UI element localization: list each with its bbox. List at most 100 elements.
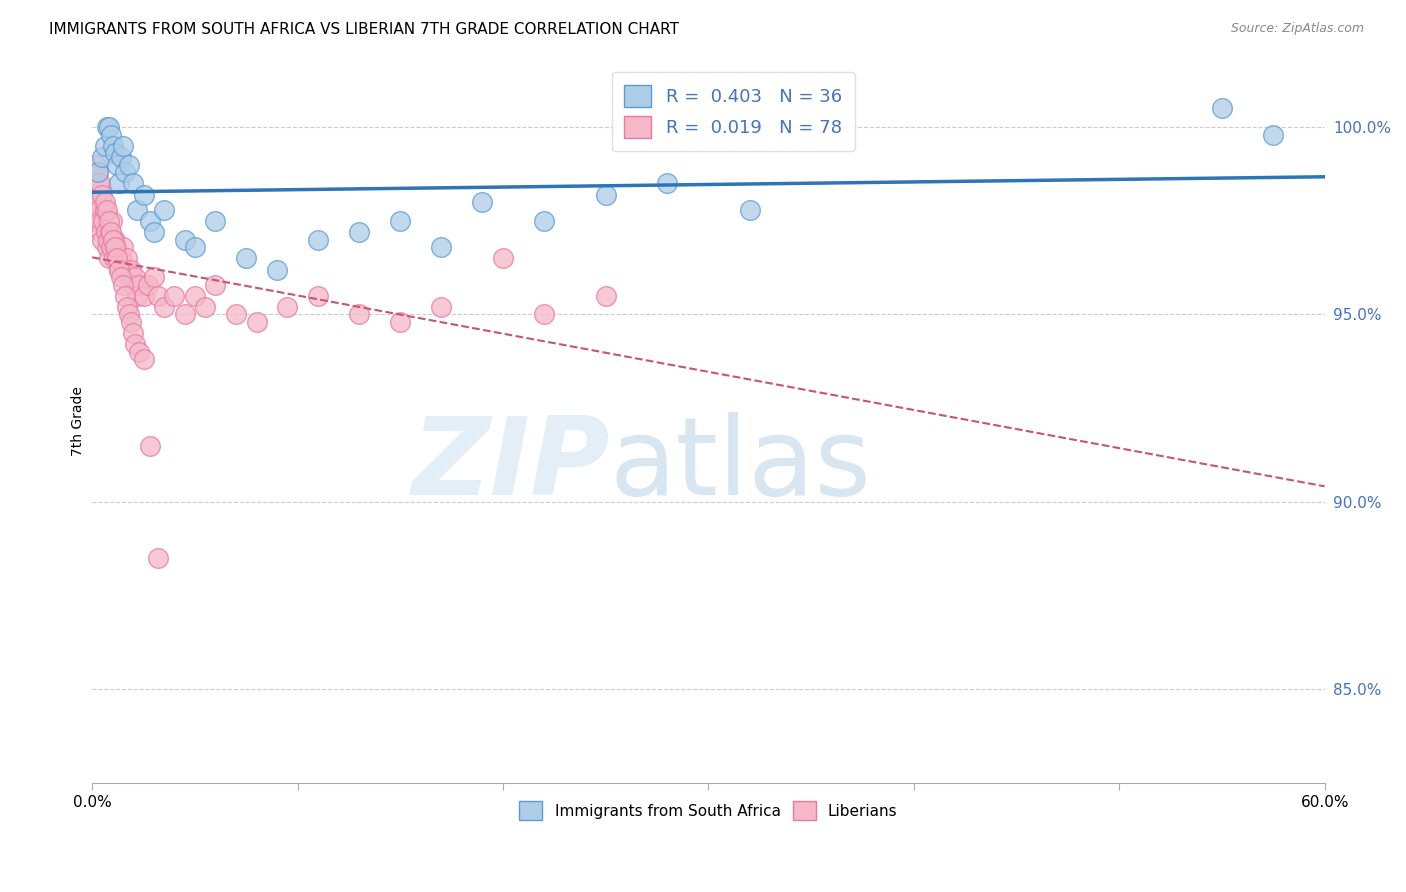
Point xyxy=(136,277,159,292)
Point xyxy=(595,187,617,202)
Point xyxy=(96,240,118,254)
Point xyxy=(146,551,169,566)
Point xyxy=(173,233,195,247)
Point xyxy=(87,165,110,179)
Point xyxy=(103,252,125,266)
Point xyxy=(266,262,288,277)
Point xyxy=(111,138,134,153)
Point xyxy=(111,277,134,292)
Point xyxy=(657,176,679,190)
Point xyxy=(114,289,136,303)
Text: Source: ZipAtlas.com: Source: ZipAtlas.com xyxy=(1230,22,1364,36)
Point xyxy=(110,150,132,164)
Point xyxy=(128,277,150,292)
Point xyxy=(138,439,160,453)
Point xyxy=(307,233,329,247)
Point xyxy=(108,262,131,277)
Point xyxy=(96,202,118,217)
Point xyxy=(104,240,127,254)
Point xyxy=(97,233,120,247)
Point xyxy=(430,240,453,254)
Point xyxy=(118,270,141,285)
Point xyxy=(1211,101,1233,115)
Point xyxy=(389,214,412,228)
Point xyxy=(100,214,122,228)
Point xyxy=(124,337,146,351)
Point xyxy=(97,252,120,266)
Point xyxy=(111,240,134,254)
Point xyxy=(173,308,195,322)
Point xyxy=(90,225,112,239)
Point xyxy=(153,300,176,314)
Point xyxy=(132,187,155,202)
Point xyxy=(184,289,207,303)
Point xyxy=(100,225,122,239)
Point xyxy=(104,240,127,254)
Point xyxy=(118,308,141,322)
Point xyxy=(471,195,494,210)
Point xyxy=(114,262,136,277)
Point xyxy=(98,225,121,239)
Point xyxy=(84,195,107,210)
Point xyxy=(94,225,117,239)
Point xyxy=(91,150,114,164)
Point xyxy=(122,326,145,341)
Point xyxy=(93,138,115,153)
Point xyxy=(533,214,555,228)
Point xyxy=(163,289,186,303)
Point xyxy=(118,157,141,171)
Point xyxy=(115,300,138,314)
Point xyxy=(100,240,122,254)
Point xyxy=(204,277,226,292)
Y-axis label: 7th Grade: 7th Grade xyxy=(72,386,86,456)
Point xyxy=(104,146,127,161)
Point xyxy=(204,214,226,228)
Point xyxy=(84,202,107,217)
Point xyxy=(184,240,207,254)
Point xyxy=(132,352,155,367)
Text: IMMIGRANTS FROM SOUTH AFRICA VS LIBERIAN 7TH GRADE CORRELATION CHART: IMMIGRANTS FROM SOUTH AFRICA VS LIBERIAN… xyxy=(49,22,679,37)
Point xyxy=(91,187,114,202)
Point xyxy=(87,176,110,190)
Point xyxy=(89,202,111,217)
Point xyxy=(93,214,115,228)
Point xyxy=(100,128,122,142)
Point xyxy=(89,214,111,228)
Point xyxy=(347,308,370,322)
Point xyxy=(430,300,453,314)
Point xyxy=(96,120,118,134)
Point xyxy=(105,157,128,171)
Point xyxy=(84,157,107,171)
Point xyxy=(128,345,150,359)
Point xyxy=(97,214,120,228)
Point xyxy=(124,270,146,285)
Point xyxy=(276,300,298,314)
Point xyxy=(110,270,132,285)
Text: ZIP: ZIP xyxy=(412,412,610,517)
Point xyxy=(101,233,124,247)
Point xyxy=(492,252,515,266)
Point xyxy=(122,176,145,190)
Point xyxy=(101,138,124,153)
Point xyxy=(93,195,115,210)
Point xyxy=(87,165,110,179)
Point xyxy=(132,289,155,303)
Point xyxy=(114,165,136,179)
Point xyxy=(138,214,160,228)
Point xyxy=(146,289,169,303)
Point xyxy=(389,315,412,329)
Point xyxy=(142,225,165,239)
Point xyxy=(115,252,138,266)
Point xyxy=(347,225,370,239)
Point xyxy=(245,315,267,329)
Point xyxy=(108,262,131,277)
Point xyxy=(595,289,617,303)
Point xyxy=(105,252,128,266)
Point xyxy=(1263,128,1285,142)
Point xyxy=(110,252,132,266)
Point xyxy=(89,176,111,190)
Point xyxy=(83,214,105,228)
Point xyxy=(127,202,149,217)
Point xyxy=(142,270,165,285)
Point xyxy=(307,289,329,303)
